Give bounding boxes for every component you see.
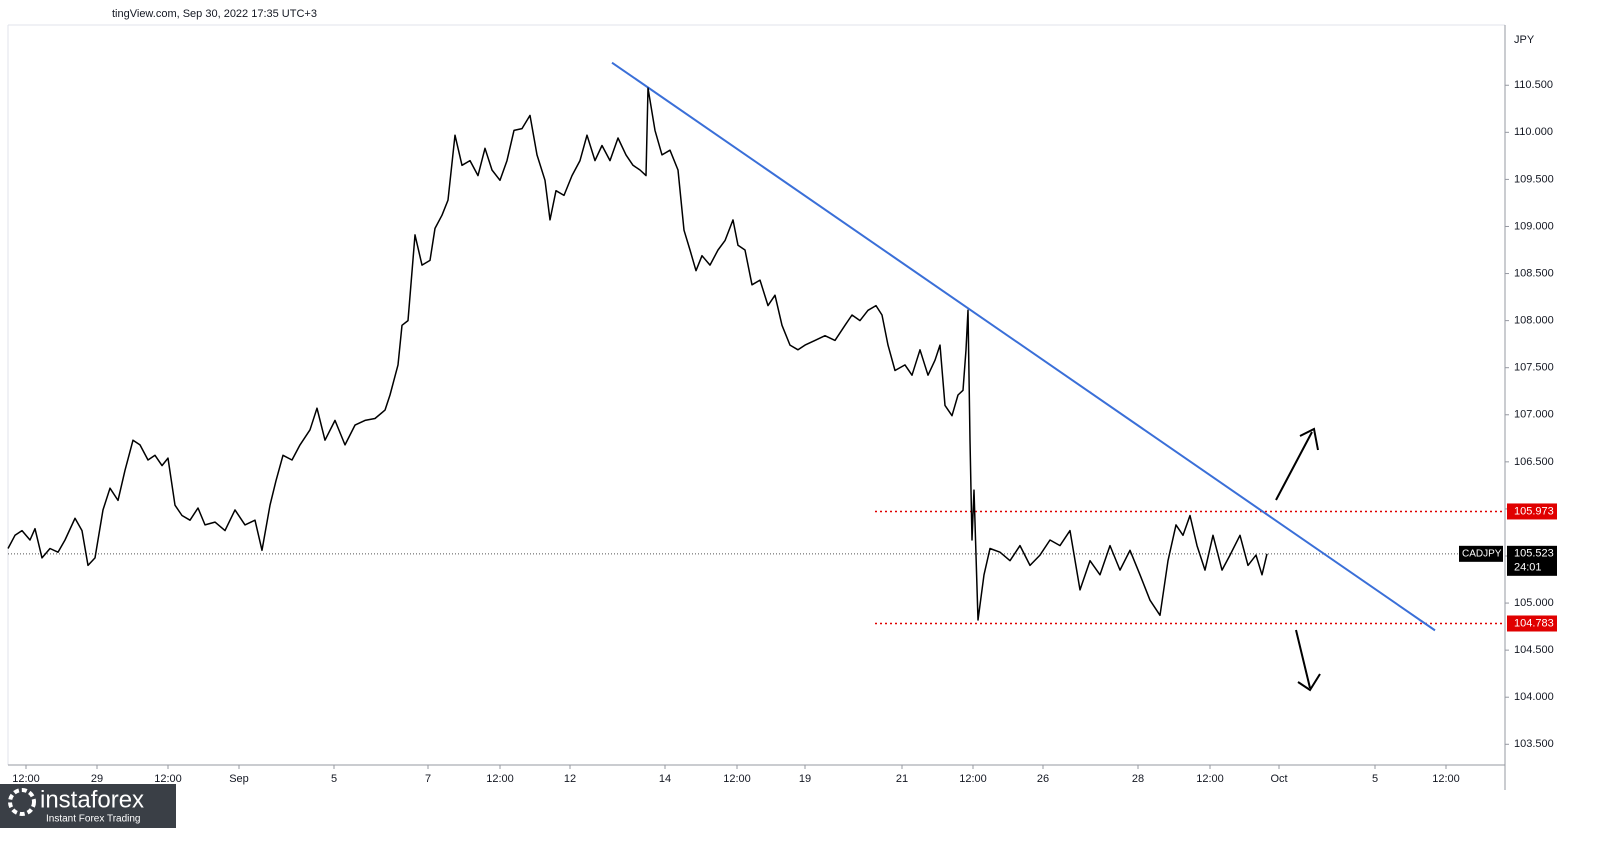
arrow-down: [1295, 629, 1321, 692]
countdown-label: 24:01: [1514, 562, 1542, 574]
x-tick-label: 12:00: [1432, 773, 1460, 785]
x-tick-label: 19: [799, 773, 811, 785]
x-tick-label: 14: [659, 773, 671, 785]
y-tick-label: 109.000: [1514, 220, 1554, 232]
watermark-brand: instaforex: [40, 786, 144, 813]
watermark-box: [0, 784, 176, 828]
y-tick-label: 108.500: [1514, 267, 1554, 279]
level-label-bg: [1507, 615, 1557, 632]
symbol-label-bg: [1459, 545, 1503, 562]
y-tick-label: 109.500: [1514, 173, 1554, 185]
x-tick-label: 26: [1037, 773, 1049, 785]
x-tick-label: 7: [425, 773, 431, 785]
x-tick-label: 28: [1132, 773, 1144, 785]
x-tick-label: 5: [331, 773, 337, 785]
x-tick-label: 12:00: [1196, 773, 1224, 785]
level-label: 104.783: [1514, 617, 1554, 629]
x-tick-label: 12:00: [723, 773, 751, 785]
y-tick-label: 110.500: [1514, 79, 1553, 91]
y-tick-label: 107.500: [1514, 362, 1554, 374]
current-price-label: 105.523: [1514, 548, 1554, 560]
x-tick-label: 12:00: [154, 773, 182, 785]
x-tick-label: 12:00: [486, 773, 514, 785]
y-tick-label: 107.000: [1514, 409, 1554, 421]
level-label-bg: [1507, 503, 1557, 520]
x-tick-label: 12:00: [12, 773, 40, 785]
x-tick-label: Oct: [1270, 773, 1287, 785]
y-tick-label: 106.500: [1514, 456, 1554, 468]
price-line: [7, 87, 1268, 621]
arrow-up: [1275, 427, 1319, 501]
y-tick-label: 104.500: [1514, 644, 1554, 656]
y-tick-label: 108.000: [1514, 315, 1554, 327]
y-tick-label: 104.000: [1514, 691, 1554, 703]
y-tick-label: 103.500: [1514, 738, 1554, 750]
currency: JPY: [1514, 34, 1535, 46]
y-tick-label: 110.000: [1514, 126, 1553, 138]
level-label: 105.973: [1514, 505, 1554, 517]
watermark-tagline: Instant Forex Trading: [46, 814, 141, 825]
plot: [7, 61, 1505, 632]
header: tingView.com, Sep 30, 2022 17:35 UTC+3: [112, 8, 317, 20]
x-tick-label: 12:00: [959, 773, 987, 785]
x-tick-label: 21: [896, 773, 908, 785]
y-tick-label: 105.000: [1514, 597, 1554, 609]
trendline: [611, 61, 1436, 632]
x-tick-label: 29: [91, 773, 103, 785]
x-tick-label: 12: [564, 773, 576, 785]
x-tick-label: 5: [1372, 773, 1378, 785]
current-price-bg: [1507, 545, 1557, 576]
symbol-label: CADJPY: [1462, 548, 1502, 559]
x-tick-label: Sep: [229, 773, 249, 785]
watermark-logo: [8, 788, 36, 816]
